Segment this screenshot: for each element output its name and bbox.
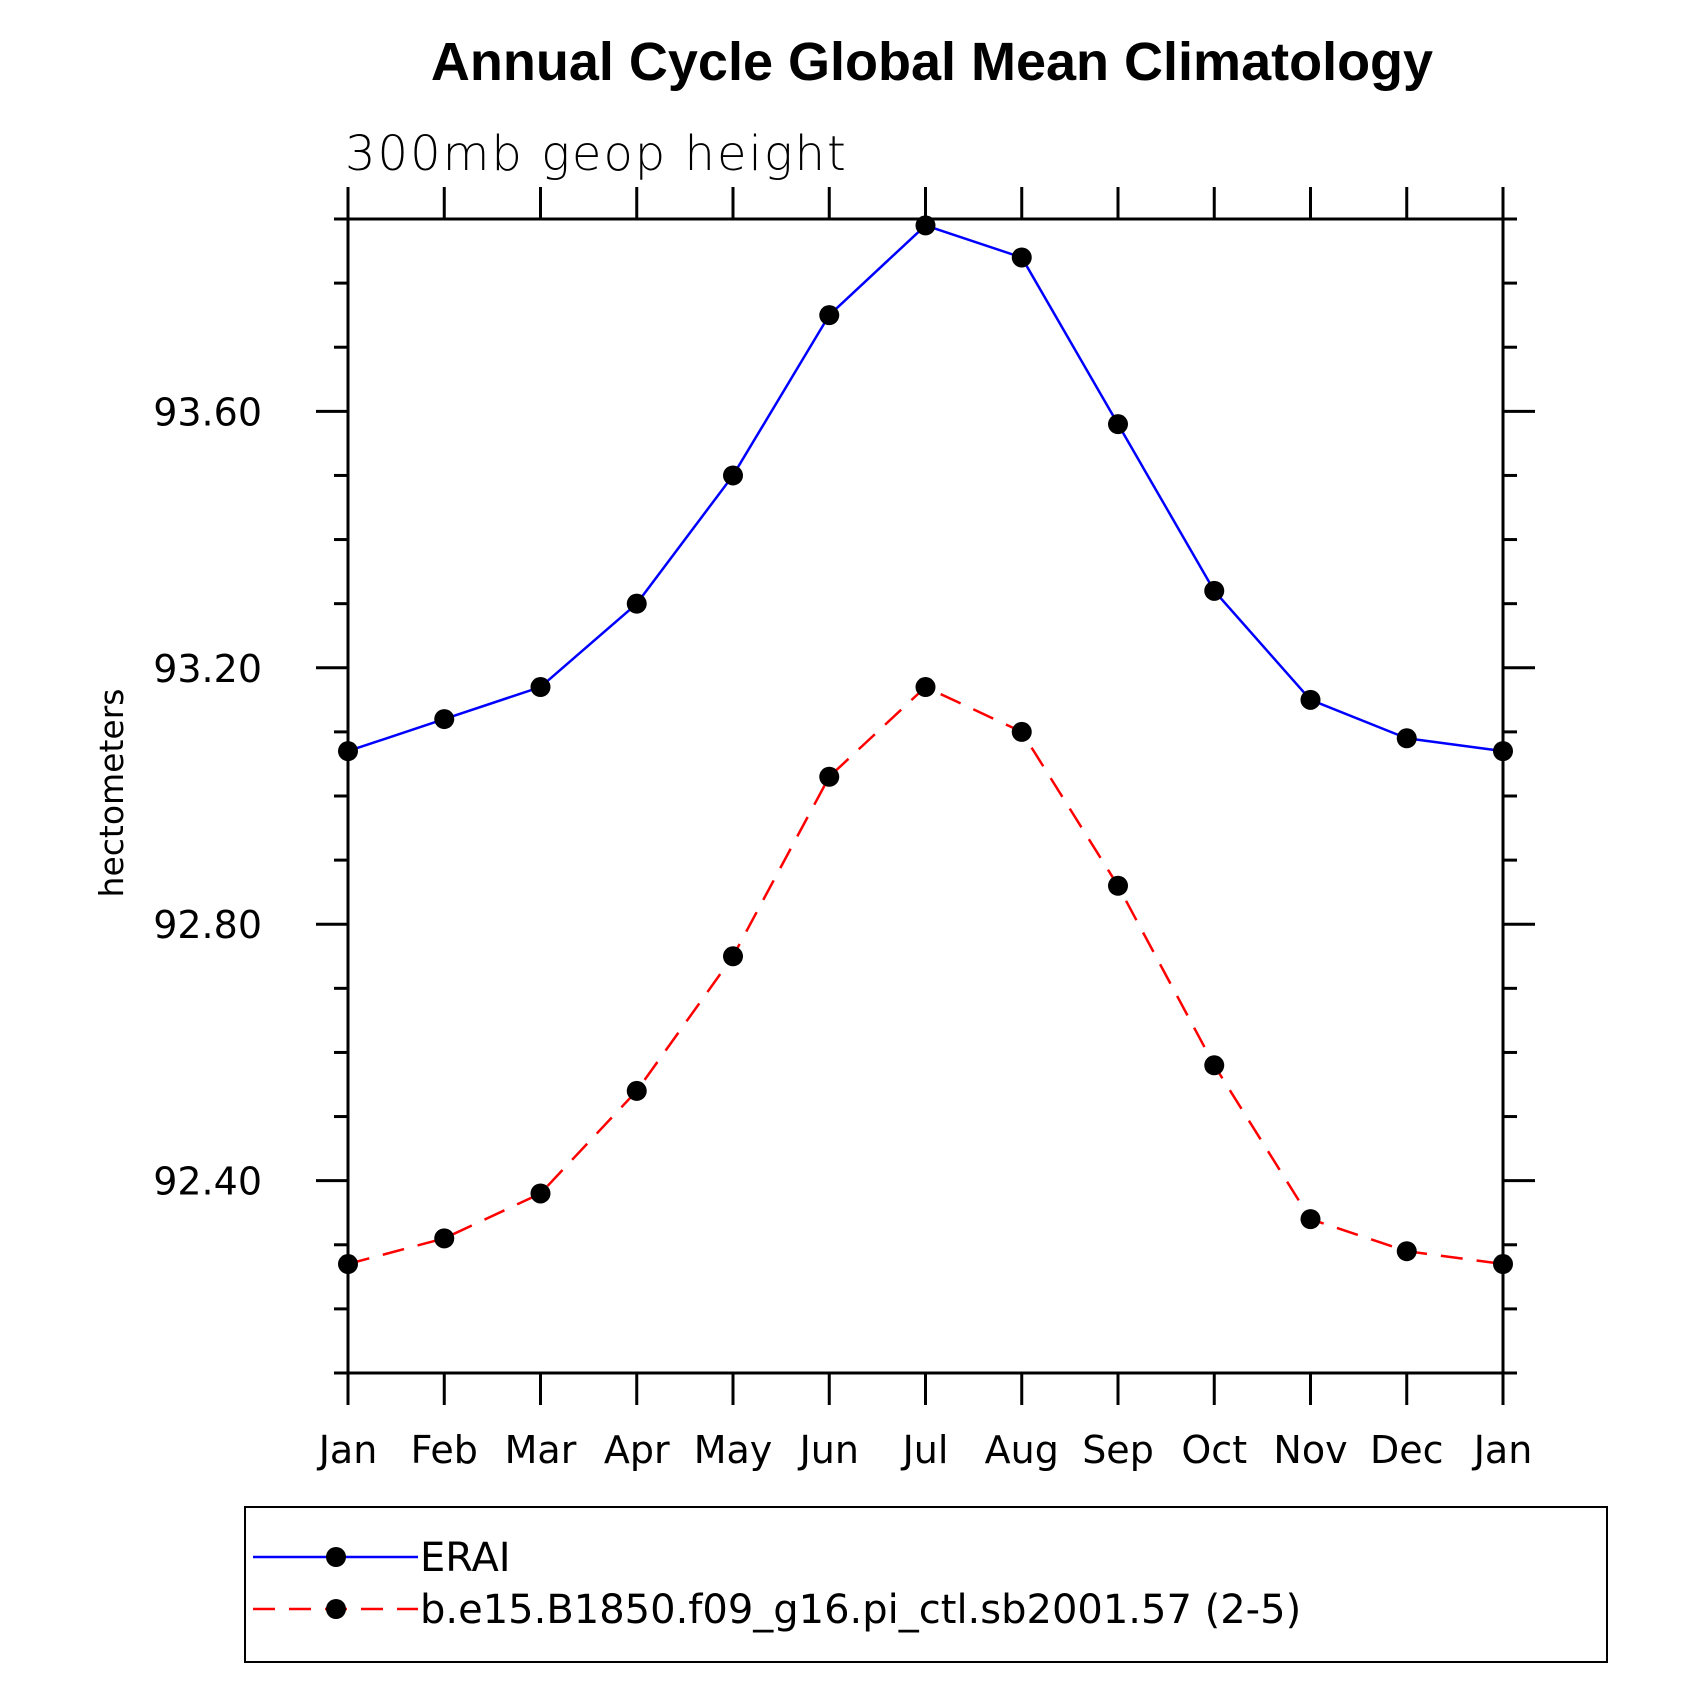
data-point: [434, 1228, 455, 1249]
y-tick-label: 93.60: [153, 390, 262, 434]
legend-label-1: ERAI: [420, 1535, 511, 1581]
x-tick-label: Apr: [604, 1428, 670, 1472]
x-tick-label: Dec: [1370, 1428, 1444, 1472]
data-point: [1300, 1209, 1321, 1230]
legend-marker-1: [326, 1547, 346, 1567]
series-layer: [338, 215, 1513, 1275]
data-point: [626, 593, 647, 614]
series-2: [338, 677, 1513, 1275]
series-line: [347, 223, 1504, 753]
y-axis-label: hectometers: [92, 689, 131, 898]
data-point: [530, 1183, 551, 1204]
y-tick-labels: 92.40 92.80 93.20 93.60: [153, 390, 262, 1203]
data-point: [1204, 1055, 1225, 1076]
data-point: [723, 946, 743, 967]
data-point: [1204, 580, 1225, 601]
x-tick-label: Feb: [411, 1428, 478, 1472]
legend-box: [244, 1506, 1608, 1663]
data-point: [530, 677, 551, 698]
data-point: [723, 465, 743, 486]
chart-title: Annual Cycle Global Mean Climatology: [431, 32, 1433, 92]
data-point: [915, 677, 936, 698]
data-point: [1108, 414, 1128, 435]
data-point: [819, 305, 840, 326]
data-point: [819, 766, 840, 787]
data-point: [1011, 721, 1032, 742]
plot-frame: [346, 217, 1505, 1375]
x-tick-label: Nov: [1273, 1428, 1347, 1472]
x-tick-label: Jan: [1472, 1428, 1533, 1472]
x-tick-label: Aug: [985, 1428, 1059, 1472]
series-line: [347, 685, 1504, 1266]
x-tick-label: Oct: [1181, 1428, 1247, 1472]
data-point: [1396, 1241, 1417, 1262]
y-tick-label: 93.20: [153, 647, 262, 691]
x-tick-label: May: [694, 1428, 773, 1472]
data-point: [1300, 689, 1321, 710]
data-point: [626, 1080, 647, 1101]
data-point: [1396, 728, 1417, 749]
legend-marker-2: [326, 1599, 346, 1619]
y-tick-label: 92.40: [153, 1160, 262, 1204]
axis-ticks: [316, 187, 1535, 1405]
x-tick-label: Sep: [1082, 1428, 1154, 1472]
legend: ERAI b.e15.B1850.f09_g16.pi_ctl.sb2001.57…: [244, 1506, 1608, 1663]
legend-label-2: b.e15.B1850.f09_g16.pi_ctl.sb2001.57 (2-…: [420, 1587, 1301, 1633]
x-tick-label: Jun: [798, 1428, 859, 1472]
x-tick-label: Jul: [901, 1428, 949, 1472]
data-point: [434, 709, 455, 730]
data-point: [1108, 875, 1128, 896]
series-1: [338, 215, 1513, 762]
data-point: [1011, 247, 1032, 268]
x-tick-label: Mar: [505, 1428, 577, 1472]
x-tick-label: Jan: [317, 1428, 378, 1472]
y-tick-label: 92.80: [153, 903, 262, 947]
chart-subtitle: 300mb geop height: [345, 126, 848, 182]
x-tick-labels: Jan Feb Mar Apr May Jun Jul Aug Sep Oct Nov Dec Jan: [317, 1428, 1533, 1472]
